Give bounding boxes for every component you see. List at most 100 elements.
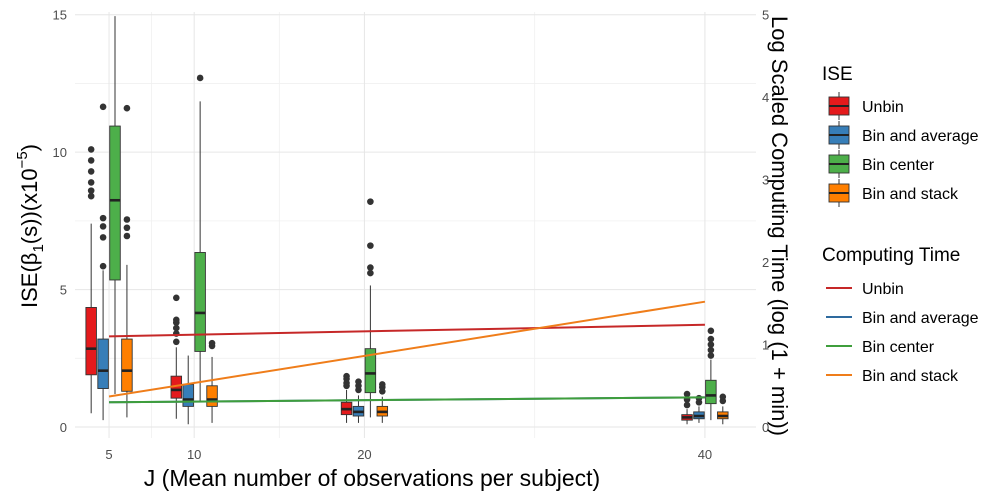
box-body [97,338,109,389]
outlier-point [367,198,374,205]
y-right-tick-label: 1 [762,338,769,353]
outlier-point [208,339,216,347]
y-right-tick-label: 0 [762,420,769,435]
line-unbin [109,323,705,338]
legend-ise-item: Unbin [828,92,904,120]
outlier-point [99,103,107,111]
x-tick-label: 40 [698,447,712,462]
outlier-point [367,264,374,271]
outlier-point [379,381,386,388]
box-body [194,252,206,352]
outlier-point [99,262,107,270]
legend-computing-time-label: Bin and stack [862,368,959,385]
outlier-point [87,192,95,200]
legend-ise-item: Bin and average [828,121,979,149]
legend-ise-label: Bin and average [862,128,979,145]
legend-ise-label: Bin center [862,157,935,174]
box-bin-and-stack [717,393,729,425]
outlier-point [99,214,107,222]
outlier-point [87,168,95,175]
box-bin-and-average [97,103,109,421]
outlier-point [707,341,715,348]
outlier-point [123,216,131,223]
time-lines [108,300,706,404]
box-bin-and-average [182,355,194,425]
y-axis-label-right: Log Scaled Computing Time (log (1 + min)… [767,16,792,436]
y-right-tick-label: 3 [762,173,769,188]
outlier-point [99,234,107,241]
box-bin-center [194,74,206,403]
outlier-point [355,378,362,385]
legend-computing-time-item: Bin and average [826,310,979,327]
outlier-point [87,157,95,164]
legend-ise-label: Bin and stack [862,186,959,203]
y-right-tick-label: 4 [762,90,769,105]
outlier-point [123,224,131,232]
outlier-point [172,316,180,324]
axes: 5 10 20 40 0 5 10 15 0 1 2 3 4 5 [53,8,770,462]
outlier-point [343,372,350,380]
box-body [121,338,133,392]
y-right-tick-label: 2 [762,255,769,270]
grid-minor [75,12,756,438]
line-bin-center [109,396,705,404]
box-bin-and-stack [121,104,133,418]
legend-computing-time-item: Bin and stack [826,368,959,385]
legend-ise-item: Bin and stack [828,179,959,207]
legend-computing-time-title: Computing Time [822,245,960,266]
outlier-point [707,346,715,354]
outlier-point [367,242,374,249]
x-axis-label: J (Mean number of observations per subje… [144,465,600,491]
line-bin-and-stack [108,300,706,398]
y-right-tick-label: 5 [762,8,769,23]
outlier-point [196,74,204,82]
legend-ise: ISE Unbin Bin and average Bin center Bin an… [822,64,979,207]
outlier-point [683,390,691,398]
outlier-point [87,146,95,153]
box-plots [85,16,729,425]
x-tick-label: 5 [105,447,112,462]
outlier-point [367,269,374,277]
x-tick-label: 10 [187,447,201,462]
box-body [364,348,377,394]
y-left-tick-label: 0 [60,420,67,435]
x-tick-label: 20 [357,447,371,462]
outlier-point [123,104,131,112]
legend-computing-time-item: Unbin [826,281,904,298]
legend-ise-title: ISE [822,64,853,85]
box-bin-center [364,198,377,418]
box-body [705,379,717,405]
outlier-point [683,401,691,409]
legend-computing-time-item: Bin center [826,339,935,356]
outlier-point [707,335,715,343]
outlier-point [172,294,180,302]
box-bin-center [705,327,717,421]
legend-ise-label: Unbin [862,99,904,116]
legend-ise-item: Bin center [828,150,935,178]
outlier-point [99,223,107,230]
box-body [182,383,194,407]
legend-computing-time-label: Unbin [862,281,904,298]
outlier-point [707,327,715,335]
legend-computing-time: Computing Time Unbin Bin and average Bin c… [822,245,979,385]
outlier-point [172,324,180,332]
legend-computing-time-label: Bin center [862,339,935,356]
box-body [206,385,218,407]
y-left-tick-label: 5 [60,283,67,298]
outlier-point [707,352,715,359]
box-body [109,125,121,281]
y-axis-label-left: ISE(β1(s))(x10−5) [14,144,47,308]
outlier-point [123,232,131,240]
box-bin-and-stack [376,381,389,423]
outlier-point [87,179,95,186]
grid-major [75,12,756,438]
outlier-point [719,393,727,401]
legend-computing-time-label: Bin and average [862,310,979,327]
box-unbin [340,372,353,423]
box-unbin [85,146,97,414]
y-left-tick-label: 15 [53,8,67,23]
plot-panel [75,12,756,438]
outlier-point [172,338,180,346]
box-body [85,307,97,376]
